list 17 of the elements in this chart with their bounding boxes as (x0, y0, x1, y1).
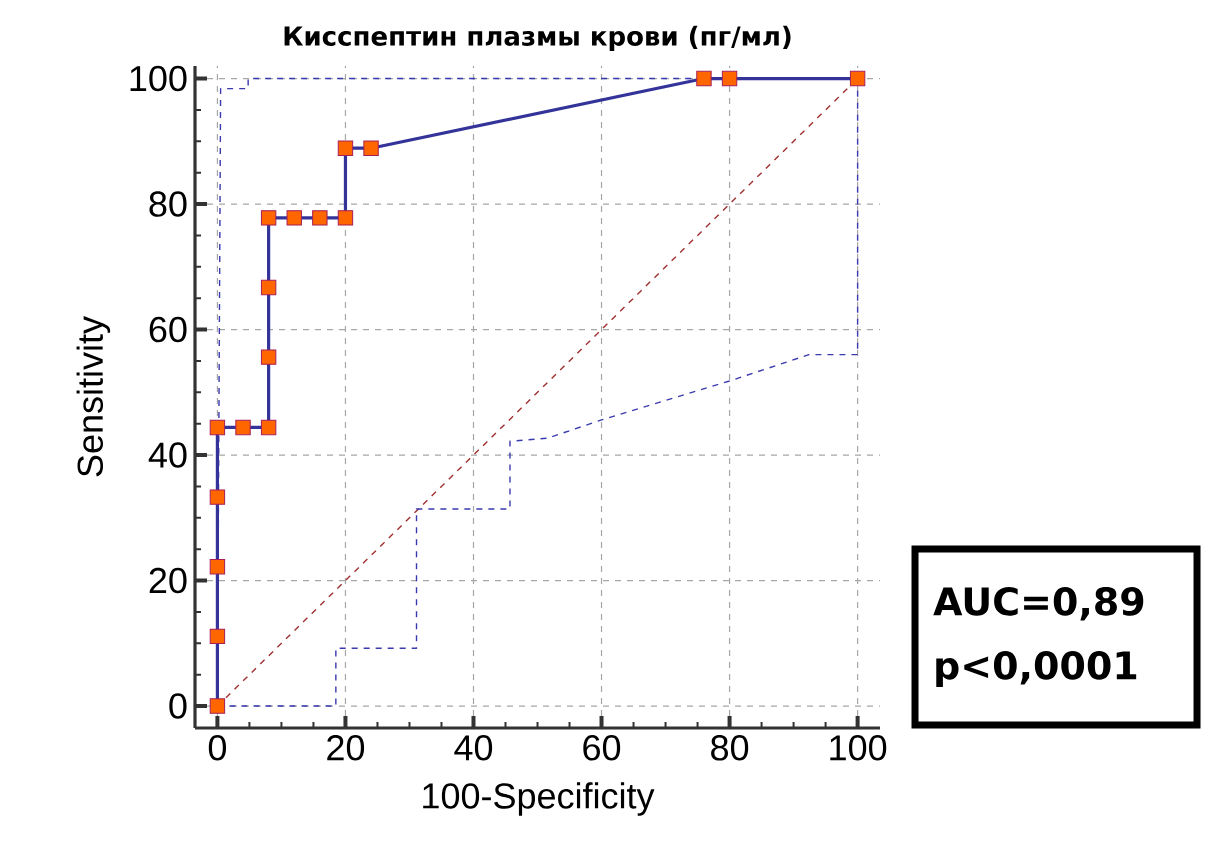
y-tick-label: 0 (169, 693, 187, 719)
y-tick-label: 20 (149, 567, 187, 594)
x-tick-label: 40 (454, 735, 493, 761)
y-axis-title: Sensitivity (76, 316, 111, 477)
x-axis-title: 100-Specificity (423, 782, 655, 816)
chart-title: Кисспептин плазмы крови (пг/мл) (284, 25, 791, 51)
x-tick-label: 100 (830, 735, 887, 761)
text: p<0,0001 (936, 650, 1137, 688)
y-tick-label: 40 (148, 442, 187, 468)
text: AUC=0,89 (933, 586, 1144, 621)
x-tick-label: 20 (327, 735, 365, 761)
x-tick-label: 60 (583, 735, 621, 761)
y-tick-label: 100 (130, 65, 187, 92)
y-tick-label: 60 (149, 316, 187, 343)
x-tick-label: 80 (711, 735, 749, 761)
x-tick-label: 0 (208, 735, 227, 761)
y-tick-label: 80 (149, 191, 187, 217)
